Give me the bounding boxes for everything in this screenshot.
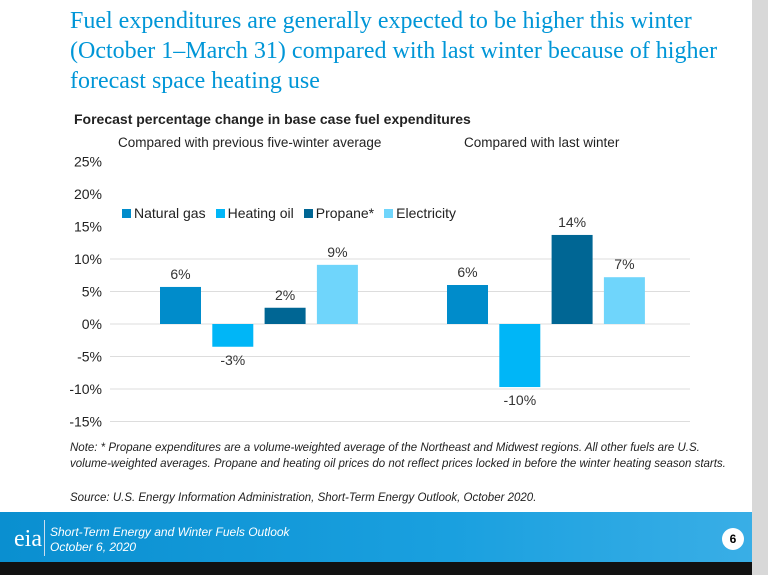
data-label: 6% xyxy=(457,264,477,280)
data-label: 7% xyxy=(614,256,634,272)
y-tick-label: 10% xyxy=(74,251,102,267)
legend-label: Electricity xyxy=(396,205,457,221)
source: Source: U.S. Energy Information Administ… xyxy=(70,492,537,504)
footer-date: October 6, 2020 xyxy=(50,540,137,554)
data-label: -3% xyxy=(220,352,245,368)
y-tick-label: 0% xyxy=(82,316,102,332)
legend-item: Natural gas xyxy=(122,205,206,221)
y-tick-label: 5% xyxy=(82,284,102,300)
data-label: 14% xyxy=(558,214,586,230)
y-tick-label: -5% xyxy=(77,349,102,365)
bar xyxy=(264,307,306,324)
legend-swatch xyxy=(122,208,131,218)
note: Note: * Propane expenditures are a volum… xyxy=(70,442,726,470)
data-label: 9% xyxy=(327,244,347,260)
bar xyxy=(603,277,645,324)
y-tick-label: 20% xyxy=(74,186,102,202)
legend-swatch xyxy=(303,208,313,218)
data-label: 6% xyxy=(170,266,190,282)
bar xyxy=(160,286,201,324)
data-label: -10% xyxy=(503,392,536,408)
y-tick-label: -15% xyxy=(69,414,102,430)
legend: Natural gas Heating oil Propane* Electricit… xyxy=(122,205,456,221)
eia-logo: eia xyxy=(14,526,42,552)
legend-item: Electricity xyxy=(384,205,456,221)
y-tick-label: 15% xyxy=(74,219,102,235)
legend-item: Heating oil xyxy=(215,205,294,221)
footer-title: Short-Term Energy and Winter Fuels Outlo… xyxy=(50,525,290,539)
legend-label: Propane* xyxy=(315,205,375,221)
slide-title: Fuel expenditures are generally expected… xyxy=(70,8,718,94)
slide: Fuel expenditures are generally expected… xyxy=(0,0,752,512)
legend-label: Heating oil xyxy=(227,205,294,221)
status-bar xyxy=(0,562,752,575)
bar-chart: 25% 20% 15% 10% 5% 0% -5% -10% -15% 6% 6% -3% -10% 2%… xyxy=(69,154,690,430)
y-tick-label: 25% xyxy=(74,154,102,170)
data-label: 2% xyxy=(275,287,295,303)
legend-label: Natural gas xyxy=(134,205,206,221)
bar xyxy=(447,285,488,324)
y-tick-label: -10% xyxy=(69,381,102,397)
group-label-last-winter: Compared with last winter xyxy=(464,135,620,150)
bar xyxy=(551,234,593,324)
window-edge xyxy=(752,0,768,575)
legend-swatch xyxy=(384,208,394,218)
legend-swatch xyxy=(215,208,225,218)
page-number: 6 xyxy=(722,528,744,550)
bar xyxy=(212,324,254,347)
group-label-five-winter: Compared with previous five-winter avera… xyxy=(118,135,382,150)
divider xyxy=(44,520,45,556)
footer: eia Short-Term Energy and Winter Fuels O… xyxy=(0,512,752,562)
chart-title: Forecast percentage change in base case … xyxy=(74,111,471,127)
bar xyxy=(499,324,541,388)
legend-item: Propane* xyxy=(303,205,375,221)
bar xyxy=(316,264,358,324)
